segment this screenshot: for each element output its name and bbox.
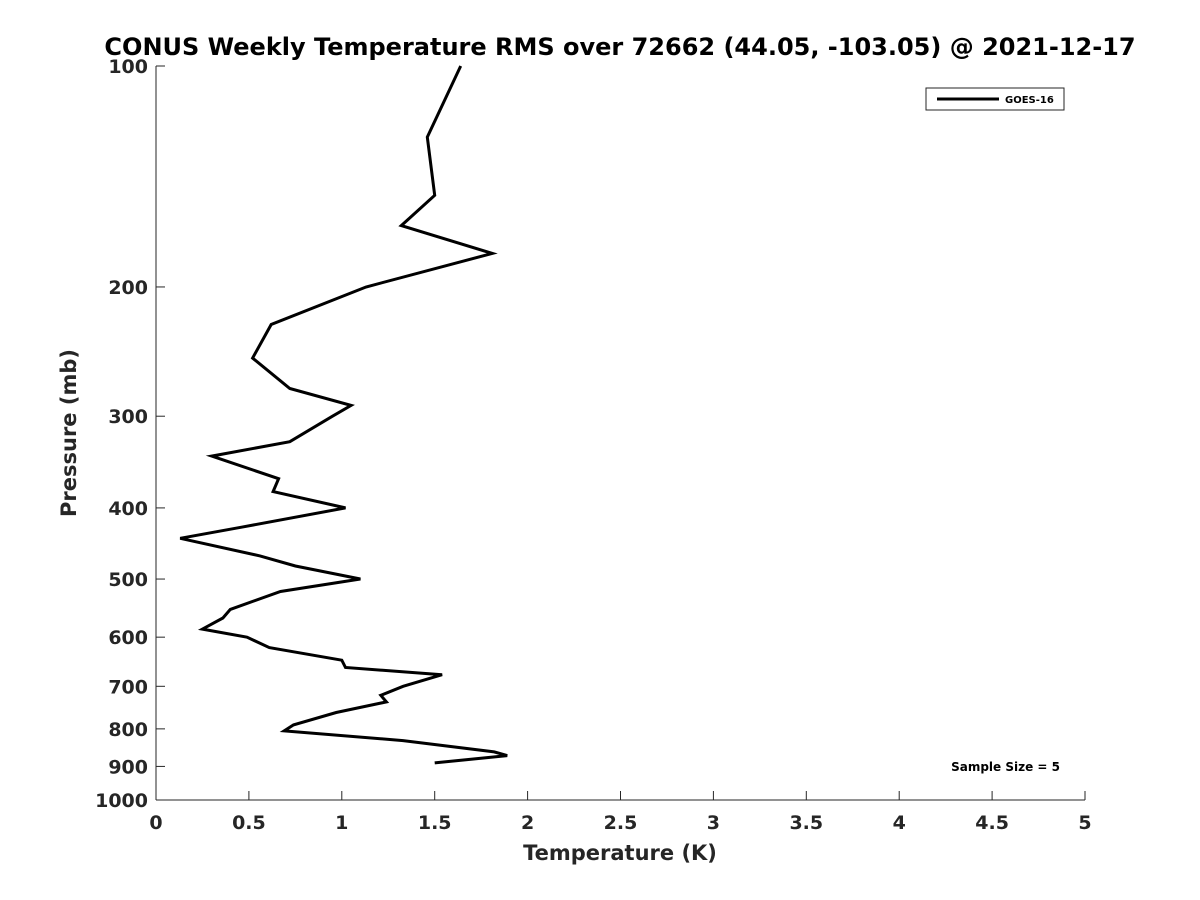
x-tick-label: 2.5 <box>604 812 638 834</box>
chart-title: CONUS Weekly Temperature RMS over 72662 … <box>104 33 1135 61</box>
y-tick-label: 700 <box>108 676 148 698</box>
x-ticks: 0 0.5 1 1.5 2 2.5 3 3.5 4 4.5 5 <box>149 791 1092 834</box>
x-tick-label: 3 <box>707 812 720 834</box>
y-tick-label: 800 <box>108 719 148 741</box>
series-layer <box>179 65 508 765</box>
x-tick-label: 0 <box>149 812 162 834</box>
y-tick-label: 900 <box>108 756 148 778</box>
sample-size-annotation: Sample Size = 5 <box>951 760 1060 774</box>
y-tick-label: 200 <box>108 277 148 299</box>
x-tick-label: 2 <box>521 812 534 834</box>
series-line-goes-16 <box>179 65 508 765</box>
x-tick-label: 3.5 <box>789 812 823 834</box>
y-tick-label: 300 <box>108 406 148 428</box>
y-tick-label: 100 <box>108 56 148 78</box>
y-tick-label: 500 <box>108 569 148 591</box>
x-tick-label: 1 <box>335 812 348 834</box>
legend: GOES-16 <box>925 87 1065 111</box>
y-tick-label: 1000 <box>95 790 148 812</box>
legend-label-goes-16: GOES-16 <box>1005 95 1054 106</box>
x-tick-label: 4 <box>893 812 906 834</box>
y-ticks: 100 200 300 400 500 600 700 800 900 1000 <box>95 56 165 812</box>
x-tick-label: 1.5 <box>418 812 452 834</box>
y-axis-label: Pressure (mb) <box>57 349 81 517</box>
y-tick-label: 400 <box>108 498 148 520</box>
axes <box>155 66 1085 801</box>
x-axis-label: Temperature (K) <box>523 841 717 865</box>
x-tick-label: 5 <box>1078 812 1091 834</box>
x-tick-label: 4.5 <box>975 812 1009 834</box>
x-tick-label: 0.5 <box>232 812 266 834</box>
y-tick-label: 600 <box>108 627 148 649</box>
